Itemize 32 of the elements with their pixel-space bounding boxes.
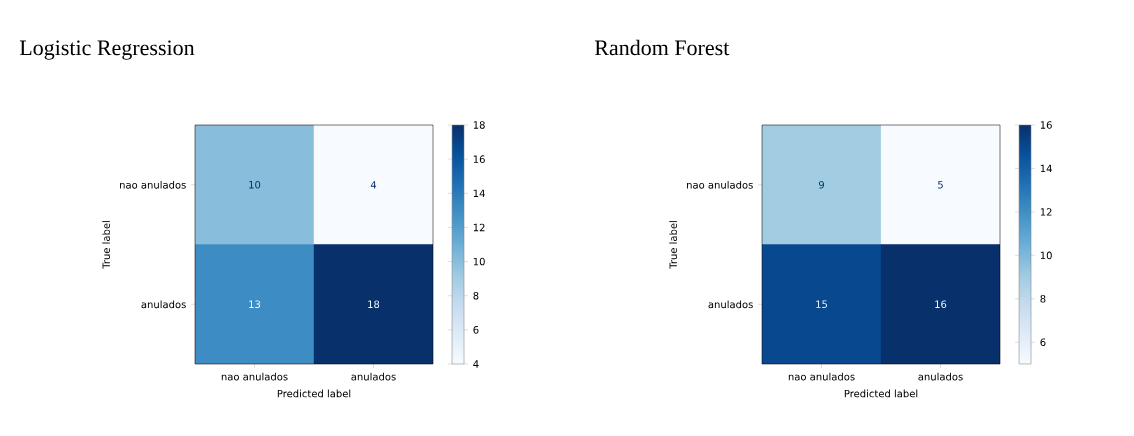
y-axis-title: True label xyxy=(102,221,110,269)
x-tick-label: anulados xyxy=(351,372,396,381)
color-bar-label: 14 xyxy=(473,189,485,197)
x-tick-label: nao anulados xyxy=(221,372,288,381)
data-label: 16 xyxy=(935,300,947,309)
color-bar-label: 4 xyxy=(473,360,479,368)
data-label: 13 xyxy=(249,300,261,309)
data-label: 5 xyxy=(938,181,943,189)
x-axis-title: Predicted label xyxy=(844,389,918,398)
color-bar-label: 12 xyxy=(1040,208,1052,216)
data-label: 18 xyxy=(368,300,380,309)
color-bar-label: 10 xyxy=(1040,251,1052,260)
x-tick-label: nao anulados xyxy=(788,372,855,381)
color-bar-label: 8 xyxy=(473,291,479,300)
data-label: 4 xyxy=(370,181,377,189)
x-axis-title: Predicted label xyxy=(277,389,351,398)
x-tick-label: anulados xyxy=(918,372,963,381)
color-bar-label: 16 xyxy=(473,155,485,163)
color-bar-label: 16 xyxy=(1040,121,1052,129)
color-bar-label: 6 xyxy=(473,326,479,334)
chart-title: Logistic Regression xyxy=(19,40,195,60)
data-label: 15 xyxy=(816,300,827,308)
chart-title: Random Forest xyxy=(594,39,730,56)
data-label: 9 xyxy=(818,180,824,189)
y-axis-title: True label xyxy=(669,221,677,269)
color-bar-label: 14 xyxy=(1040,164,1052,173)
color-bar-label: 8 xyxy=(1040,295,1046,303)
color-bar-label: 10 xyxy=(473,257,485,266)
color-bar-label: 12 xyxy=(473,223,485,232)
color-bar-label: 6 xyxy=(1040,338,1046,347)
color-bar-label: 18 xyxy=(473,121,485,129)
data-label: 10 xyxy=(249,180,261,189)
